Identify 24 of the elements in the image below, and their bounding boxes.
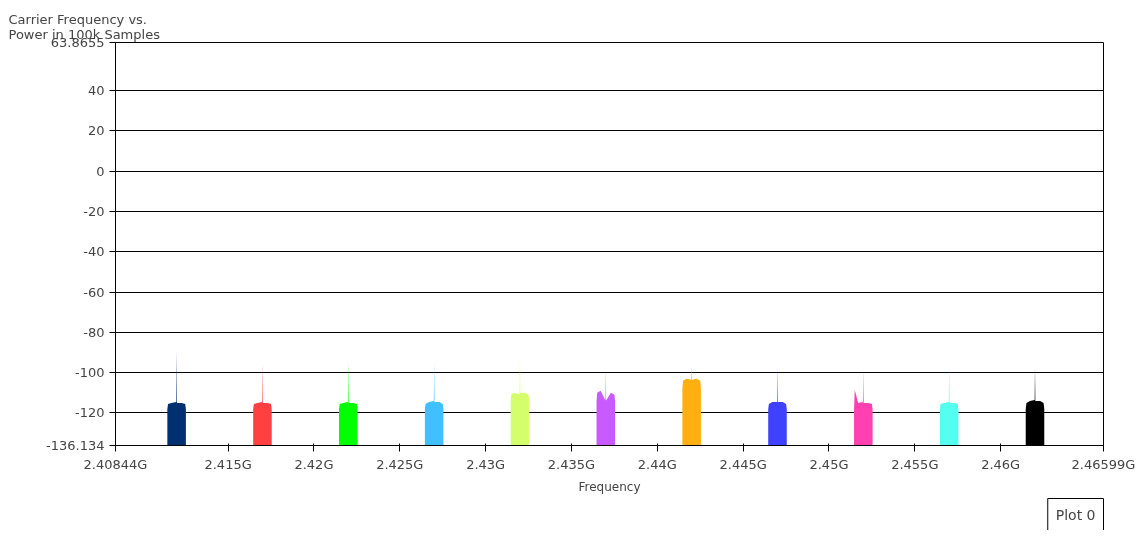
y-tick-label: -60 [83,284,105,300]
y-tick-label: -100 [75,365,105,381]
text: Plot 0 [1055,506,1096,523]
x-axis-title: Frequency [578,479,641,494]
y-tick-label: 0 [96,163,105,179]
y-tick-label: 40 [87,83,105,99]
x-tick-label: 2.415G [204,456,252,472]
x-tick-label: 2.46599G [1071,456,1136,472]
y-tick-label: 20 [87,123,105,139]
y-tick-label: -80 [83,324,105,340]
y-tick-label: -136.134 [46,438,105,453]
x-tick-label: 2.445G [719,456,767,472]
x-tick-label: 2.45G [809,456,849,472]
y-tick-label: -120 [75,405,105,421]
y-tick-label: -40 [83,244,105,260]
x-tick-label: 2.46G [981,456,1021,472]
x-tick-label: 2.44G [637,456,677,472]
x-tick-label: 2.425G [376,456,424,472]
x-tick-label: 2.43G [466,456,506,472]
x-tick-label: 2.40844G [83,456,148,472]
y-tick-label: -20 [83,203,105,219]
x-tick-label: 2.42G [294,456,334,472]
x-tick-label: 2.455G [891,456,939,472]
x-tick-label: 2.435G [547,456,596,472]
